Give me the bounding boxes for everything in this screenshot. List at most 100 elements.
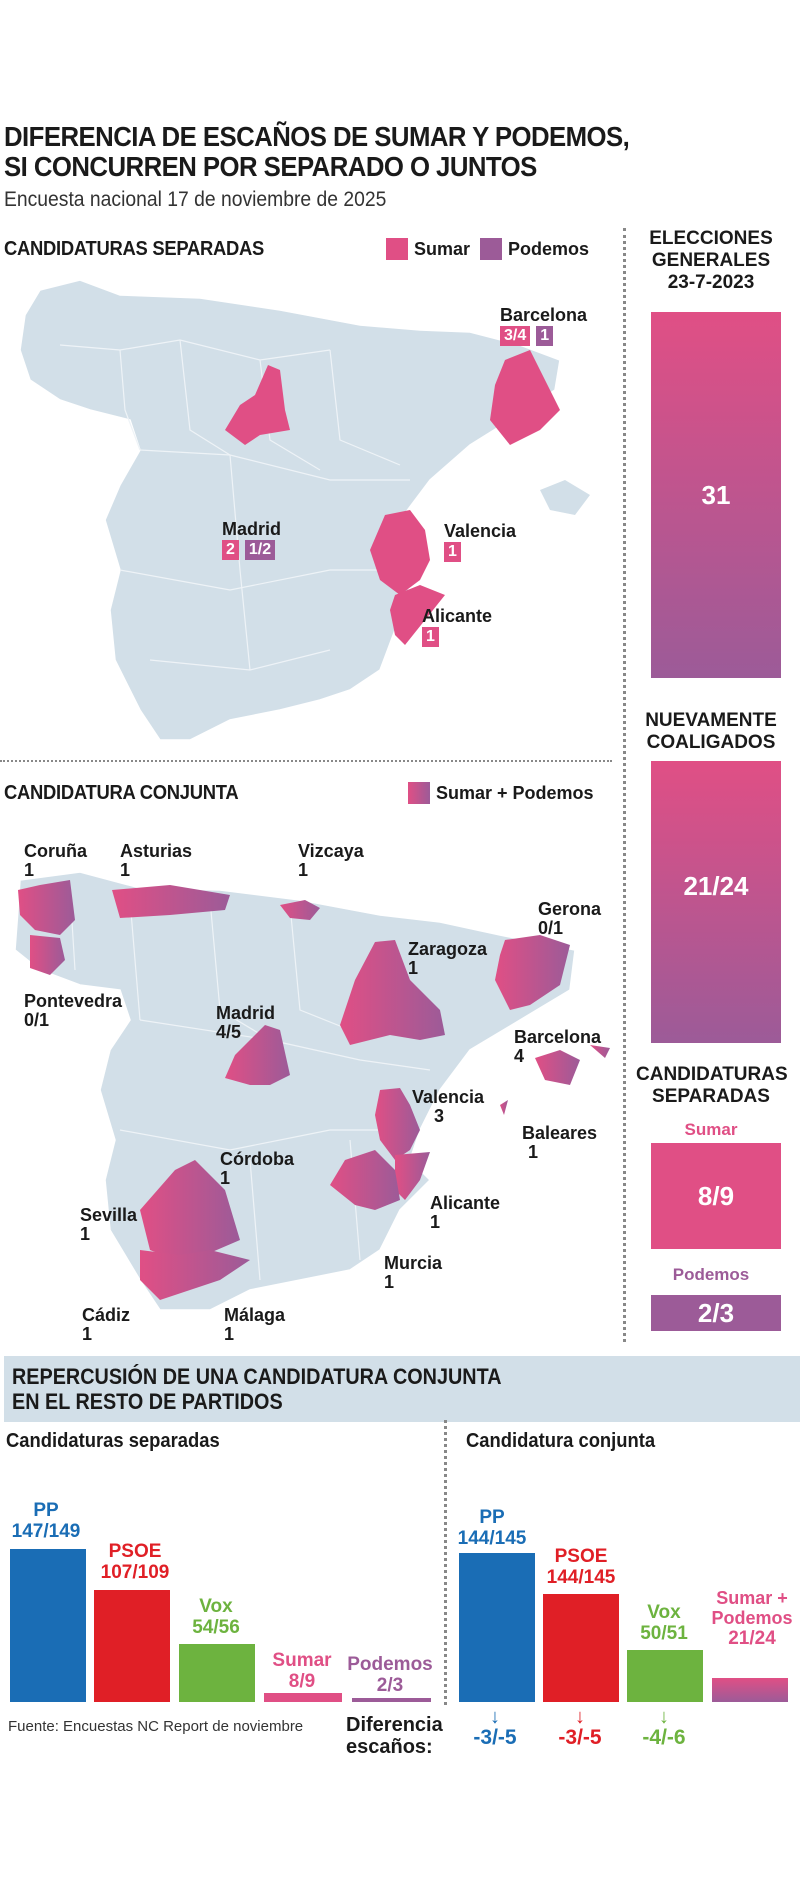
psoe-diff: ↓ -3/-5 [540,1707,620,1750]
province-name: Barcelona [500,305,588,325]
impact-heading-line2: EN EL RESTO DE PARTIDOS [12,1389,283,1414]
sumar-separate-bar: 8/9 [651,1143,781,1249]
vox-separate-bar [179,1644,255,1702]
podemos-separate-bar: 2/3 [651,1295,781,1331]
podemos-separate-label: Podemos 2/3 [342,1654,438,1696]
sumar-separate-label: Sumar 8/9 [262,1650,342,1692]
podemos-separate-value: 2/3 [697,1297,735,1328]
party-name: Podemos [347,1654,433,1675]
province-seats: 1 [80,1224,91,1244]
pontevedra-region [30,935,65,975]
party-seats: 144/145 [546,1567,616,1588]
baleares-region [535,1050,580,1085]
vizcaya-region [280,900,320,920]
pp-separate-label: PP 147/149 [6,1500,86,1542]
party-name: Vox [199,1596,233,1617]
vox-diff-value: -4/-6 [642,1726,686,1749]
psoe-separate-label: PSOE 107/109 [90,1541,180,1583]
pp-separate-bar [10,1549,86,1702]
section-divider [0,760,612,762]
separate-map-heading: CANDIDATURAS SEPARADAS [4,238,265,260]
pp-joint-bar [459,1553,535,1702]
podemos-separate-bar-chart [352,1698,431,1702]
label-madrid-joint: Madrid 4/5 [216,1004,275,1042]
province-name: Asturias [120,841,193,861]
joint-map-legend: Sumar + Podemos [408,782,594,804]
sumar-seats-badge: 3/4 [500,326,531,346]
province-name: Coruña [24,841,87,861]
pp-diff: ↓ -3/-5 [455,1707,535,1750]
sumar-seats-badge: 1 [422,627,439,647]
barcelona-gerona-region [495,935,570,1010]
province-seats: 1 [298,860,309,880]
party-seats: 54/56 [192,1617,240,1638]
sumar-swatch [386,238,408,260]
party-seats: 8/9 [288,1671,316,1692]
province-seats: 1 [24,860,35,880]
party-seats: 144/145 [457,1528,527,1549]
impact-band [4,1356,800,1422]
coalition-bar: 21/24 [651,761,781,1043]
province-name: Pontevedra [24,991,123,1011]
label-alicante-separate: Alicante 1 [422,607,492,647]
source-note: Fuente: Encuestas NC Report de noviembre [8,1718,304,1735]
legend-joint-label: Sumar + Podemos [436,782,594,803]
province-seats: 1 [408,958,419,978]
coalition-heading: NUEVAMENTE COALIGADOS [636,710,786,754]
label-sevilla: Sevilla 1 [80,1206,137,1244]
label-valencia-joint: Valencia 3 [412,1088,484,1126]
spain-map-joint [14,871,610,1311]
party-seats: 21/24 [728,1628,776,1649]
diff-label-line1: Diferencia [346,1714,443,1736]
menorca-region [590,1045,610,1058]
sumar-podemos-swatch [408,782,430,804]
cadiz-malaga-region [140,1250,250,1300]
vox-diff: ↓ -4/-6 [624,1707,704,1750]
province-seats: 1 [430,1212,441,1232]
page-subtitle: Encuesta nacional 17 de noviembre de 202… [4,188,387,211]
page-title: DIFERENCIA DE ESCAÑOS DE SUMAR Y PODEMOS… [4,122,630,182]
valencia-region [370,510,430,595]
label-murcia: Murcia 1 [384,1254,442,1292]
province-name: Madrid [222,519,282,539]
label-asturias: Asturias 1 [120,842,192,880]
province-name: Zaragoza [408,939,488,959]
province-name: Vizcaya [298,841,364,861]
separate-map-legend: Sumar Podemos [386,238,589,260]
podemos-side-label: Podemos [672,1265,750,1284]
province-seats: 1 [384,1272,395,1292]
pp-diff-value: -3/-5 [473,1726,517,1749]
sumar-separate-bar-chart [264,1693,342,1702]
label-cadiz: Cádiz 1 [82,1306,130,1344]
label-vizcaya: Vizcaya 1 [298,842,364,880]
sumar-podemos-joint-bar [712,1678,788,1702]
label-alicante-joint: Alicante 1 [430,1194,500,1232]
diff-label: Diferencia escaños: [346,1714,443,1758]
label-gerona: Gerona 0/1 [538,900,601,938]
heading-line: SEPARADAS [652,1086,770,1107]
province-name: Barcelona [514,1027,602,1047]
party-name: PSOE [554,1546,608,1567]
impact-divider [444,1420,447,1705]
psoe-joint-bar [543,1594,619,1702]
joint-map-heading: CANDIDATURA CONJUNTA [4,782,239,804]
label-zaragoza: Zaragoza 1 [408,940,487,978]
vox-separate-label: Vox 54/56 [178,1596,254,1638]
party-seats: 2/3 [376,1675,404,1696]
valencia-region [375,1088,420,1160]
alicante-region [395,1152,430,1200]
diff-label-line2: escaños: [346,1736,433,1758]
vox-joint-bar [627,1650,703,1702]
sumar-seats-badge: 2 [222,540,239,560]
sidebar-divider [623,228,626,1342]
province-name: Gerona [538,899,602,919]
party-seats: 147/149 [11,1521,81,1542]
heading-line: CANDIDATURAS [636,1064,788,1085]
podemos-swatch [480,238,503,260]
vox-joint-label: Vox 50/51 [626,1602,702,1644]
province-seats: 1 [220,1168,231,1188]
psoe-joint-label: PSOE 144/145 [538,1546,624,1588]
province-seats: 1 [82,1324,93,1344]
murcia-region [330,1150,400,1210]
spain-outline [14,871,576,1311]
